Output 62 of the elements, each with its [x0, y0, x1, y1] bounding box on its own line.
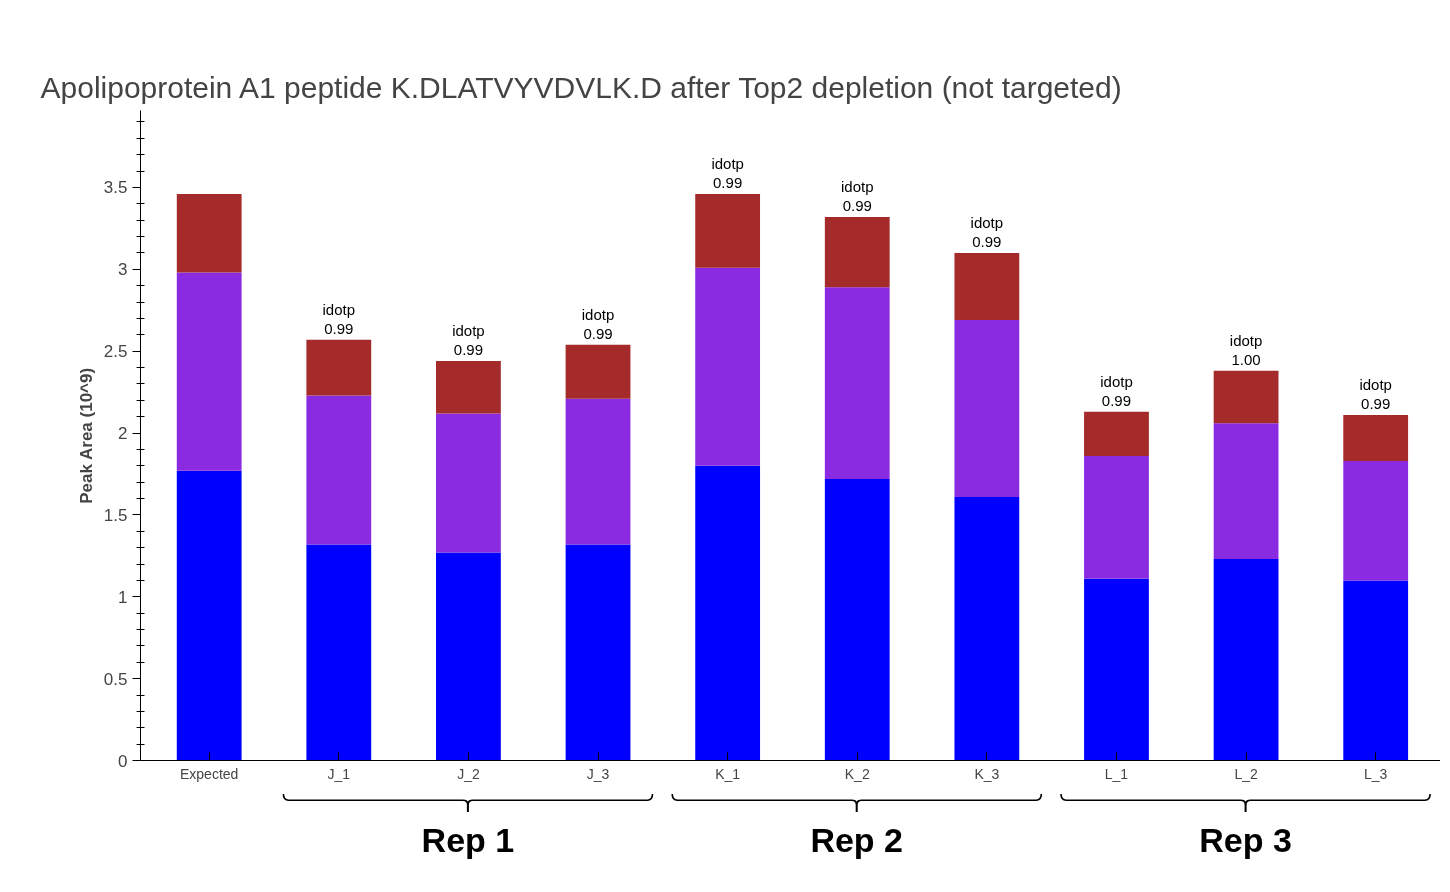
bar [1084, 455, 1149, 579]
text: Rep 1 [421, 821, 515, 859]
bar [1084, 411, 1149, 456]
bar [565, 544, 631, 761]
bar [565, 344, 631, 399]
data-label: idotp 0.99 [581, 305, 615, 342]
bar [954, 320, 1020, 497]
x-tick-label: J_3 [586, 765, 610, 782]
data-label: idotp 0.99 [322, 301, 356, 337]
bar [824, 287, 890, 479]
bar [1213, 559, 1279, 761]
y-axis-title: Peak Area (10^9) [76, 367, 96, 504]
bar [695, 465, 761, 761]
text: Rep 3 [1199, 821, 1292, 859]
bar [565, 398, 631, 545]
data-label: idotp 1.00 [1229, 332, 1263, 368]
bar [306, 339, 372, 396]
bar [954, 252, 1020, 321]
chart-title: Apolipoprotein A1 peptide K.DLATVYVDVLK.D after Top2 depletion (not targeted) [40, 70, 1122, 104]
x-tick-label: K_3 [974, 765, 1000, 782]
data-label: idotp 0.99 [840, 178, 874, 214]
bar [306, 544, 372, 761]
bar [824, 478, 890, 761]
bar [176, 272, 242, 471]
y-tick-label: 3.5 [103, 178, 128, 198]
bar [176, 194, 242, 273]
y-tick-label: 2 [118, 424, 128, 444]
bar [695, 194, 761, 268]
data-label: idotp 0.99 [1359, 376, 1392, 413]
y-tick-label: 2.5 [103, 342, 128, 362]
x-tick-label: J_1 [327, 765, 351, 782]
data-label: idotp 0.99 [970, 214, 1004, 250]
data-label: idotp 0.99 [711, 155, 744, 191]
bar [1213, 370, 1279, 424]
bar [1343, 580, 1409, 761]
data-label: idotp 0.99 [1100, 373, 1133, 409]
x-tick-label: K_1 [715, 765, 741, 782]
bar [436, 413, 501, 553]
x-tick-label: Expected [180, 765, 239, 782]
bar [1343, 460, 1409, 581]
x-tick-label: L_2 [1234, 765, 1258, 782]
bar [306, 395, 372, 545]
bar [824, 216, 890, 288]
x-tick-label: L_1 [1104, 765, 1129, 782]
bar [1213, 423, 1279, 560]
data-label: idotp 0.99 [452, 322, 485, 358]
bar [1343, 415, 1409, 461]
bar [1084, 578, 1149, 761]
text: Rep 2 [810, 821, 903, 859]
y-tick-label: 3 [118, 260, 128, 280]
y-tick-label: 0.5 [103, 669, 128, 689]
y-tick-label: 0 [118, 751, 128, 771]
bar [176, 470, 242, 761]
x-tick-label: J_2 [457, 765, 480, 782]
bar [436, 361, 501, 414]
y-tick-label: 1 [118, 587, 128, 607]
bar [436, 552, 501, 761]
x-tick-label: L_3 [1364, 765, 1388, 782]
bar [695, 267, 761, 466]
bar [954, 496, 1020, 761]
x-tick-label: K_2 [844, 765, 870, 782]
y-tick-label: 1.5 [103, 505, 128, 525]
